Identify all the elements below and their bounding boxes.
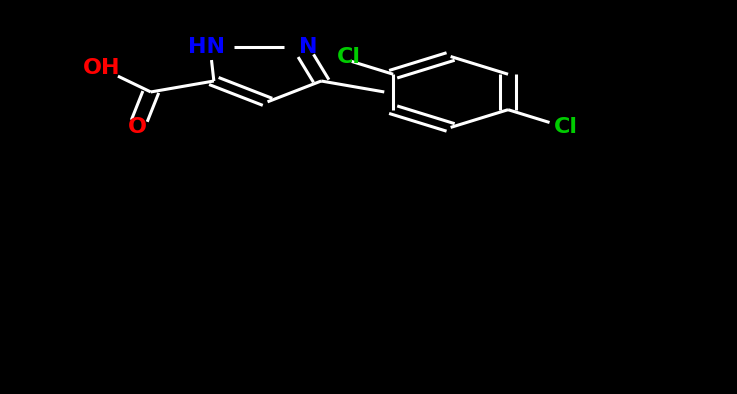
Text: Cl: Cl xyxy=(337,46,361,67)
Text: HN: HN xyxy=(188,37,225,57)
Text: O: O xyxy=(128,117,147,137)
Text: N: N xyxy=(298,37,318,57)
Text: Cl: Cl xyxy=(553,117,578,138)
Text: OH: OH xyxy=(83,58,120,78)
